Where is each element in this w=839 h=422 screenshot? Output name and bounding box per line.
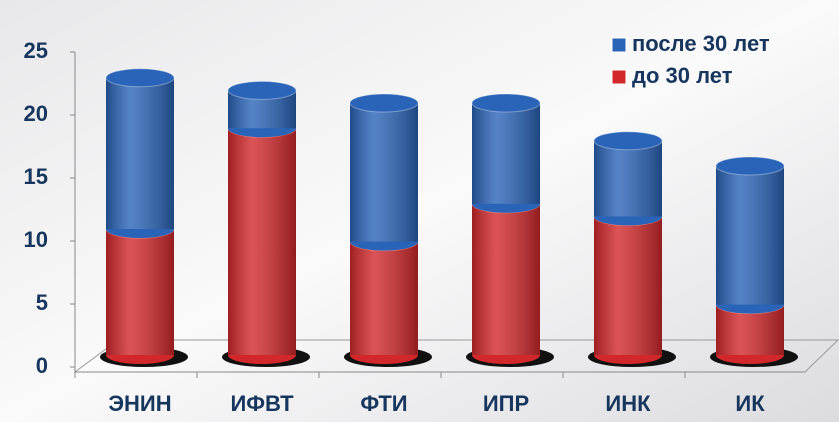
bar-shading [472,203,540,355]
bar-shading [350,103,418,242]
y-tick-label: 25 [24,38,48,63]
x-tick-label: ИПР [483,391,529,416]
legend-swatch [611,37,627,53]
y-tick-label: 0 [36,353,48,378]
x-tick-label: ИФВТ [230,391,294,416]
bar-shading [228,128,296,355]
bar-shading [716,166,784,305]
legend-label: до 30 лет [632,63,733,88]
legend-label: после 30 лет [632,31,770,56]
x-tick-label: ИК [735,391,765,416]
x-tick-label: ФТИ [360,391,407,416]
y-tick-label: 5 [36,290,48,315]
bar-segment-top [715,156,785,176]
x-tick-label: ЭНИН [108,391,171,416]
bar-segment-top [593,131,663,151]
y-tick-label: 20 [24,101,48,126]
bar-shading [594,140,662,217]
bar-shading [106,229,174,355]
x-tick-label: ИНК [605,391,651,416]
bar-shading [350,241,418,355]
bar-segment-top [227,80,297,100]
bar-segment-top [471,93,541,113]
bar-segment-top [349,93,419,113]
bar-segment-top [105,68,175,88]
bar-shading [472,103,540,204]
bar-shading [594,216,662,355]
bar-shading [106,77,174,229]
y-tick-label: 15 [24,164,48,189]
legend-swatch [611,69,627,85]
y-tick-label: 10 [24,227,48,252]
